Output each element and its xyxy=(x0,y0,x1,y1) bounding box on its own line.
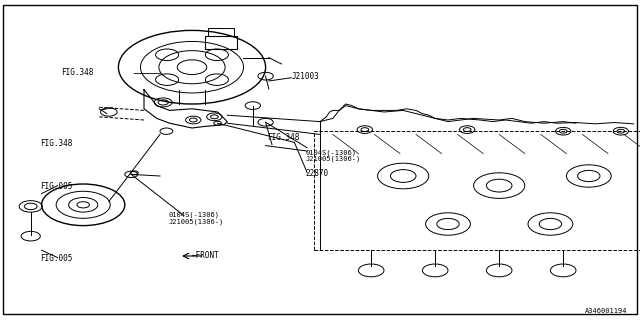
Text: FIG.005: FIG.005 xyxy=(40,254,72,263)
Text: FIG.348: FIG.348 xyxy=(40,139,72,148)
Text: J21005(1306-): J21005(1306-) xyxy=(306,156,361,162)
Text: FIG.348: FIG.348 xyxy=(61,68,93,76)
Bar xyxy=(208,28,234,36)
Text: 0104S(-1306): 0104S(-1306) xyxy=(168,212,220,218)
Text: A346001194: A346001194 xyxy=(585,308,627,314)
Text: FIG.005: FIG.005 xyxy=(40,182,72,191)
Text: J21003: J21003 xyxy=(291,72,319,81)
Bar xyxy=(314,131,640,250)
Text: J21005(1306-): J21005(1306-) xyxy=(168,219,223,225)
Text: 0104S(-1306): 0104S(-1306) xyxy=(306,149,357,156)
Text: ←FRONT: ←FRONT xyxy=(192,251,220,260)
Text: 22870: 22870 xyxy=(306,169,329,178)
Bar xyxy=(205,36,237,49)
Text: FIG.348: FIG.348 xyxy=(268,133,300,142)
